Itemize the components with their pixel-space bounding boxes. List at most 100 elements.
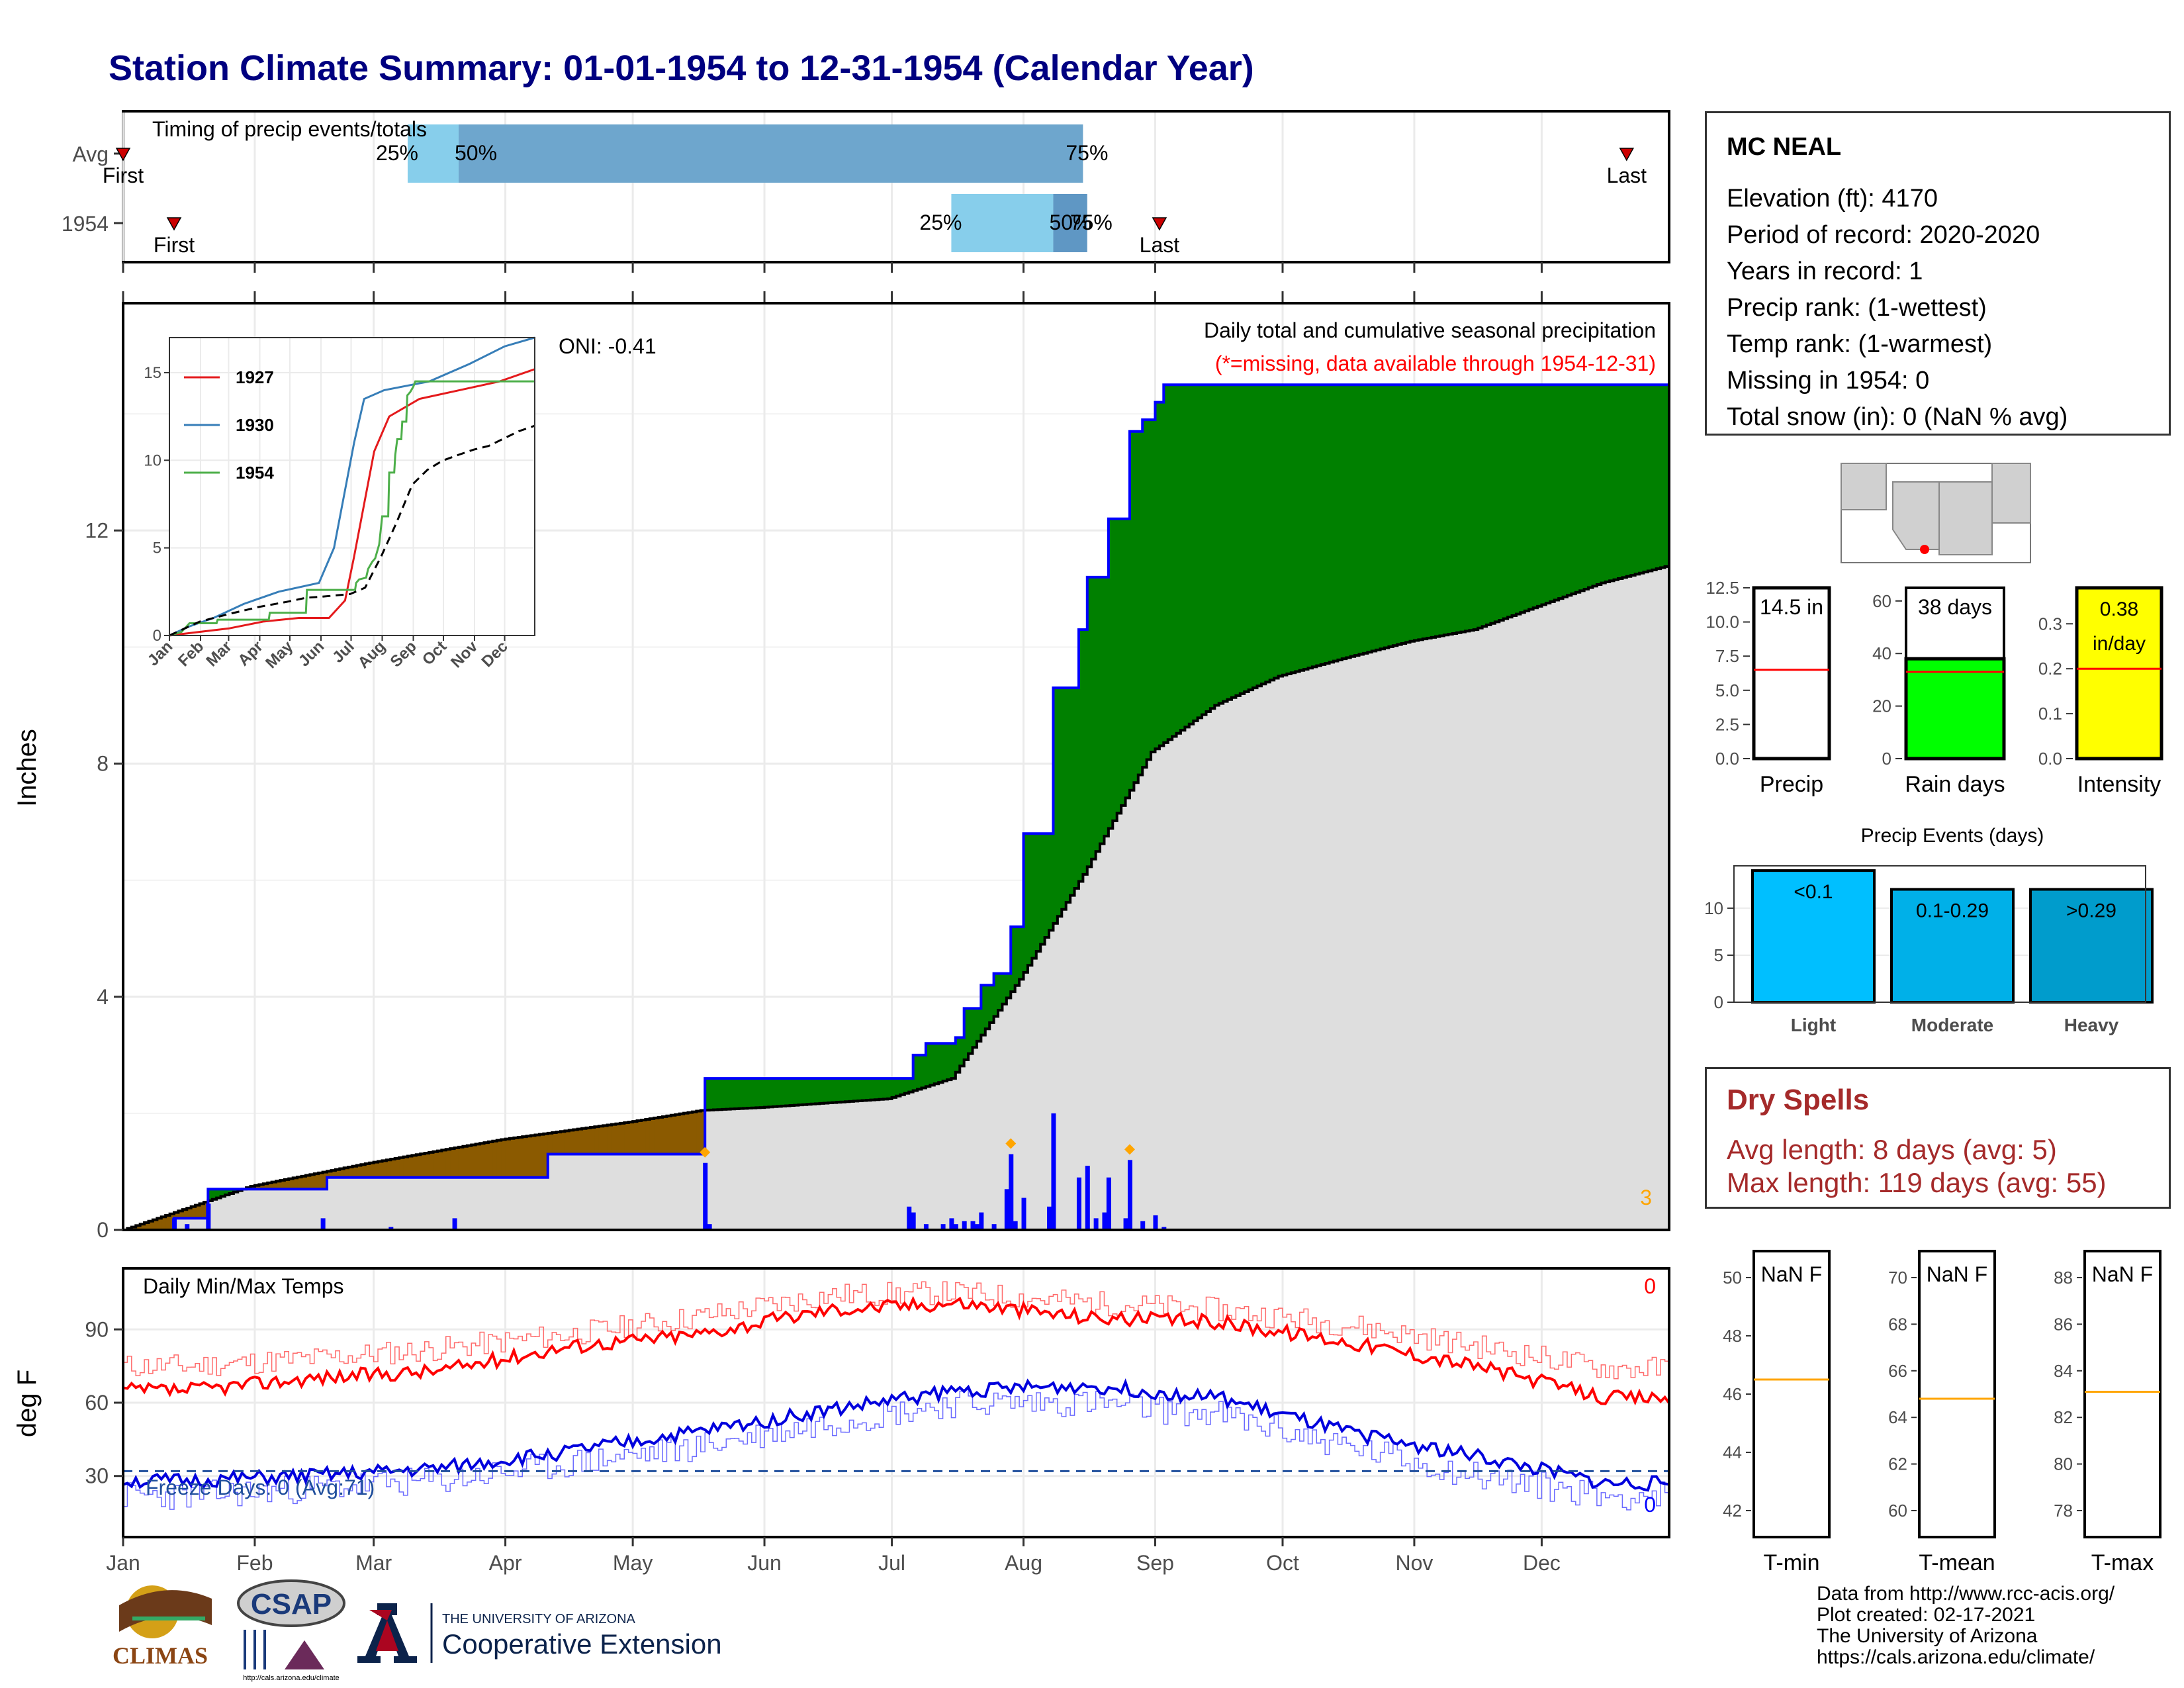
daily-precip-bar	[703, 1162, 708, 1230]
surplus-area	[1100, 577, 1105, 844]
precip-events-frame	[1733, 865, 2146, 1003]
max-temp-line	[122, 1295, 1670, 1406]
surplus-area	[1062, 688, 1067, 910]
surplus-area	[1516, 385, 1521, 614]
surplus-area	[1443, 385, 1449, 635]
timing-pct-75: 75%	[1066, 141, 1108, 165]
summary-bar-label: Precip	[1760, 772, 1823, 797]
precip-y-ticks: 0 4 8 12	[85, 518, 123, 1242]
month-tick-label: Jul	[878, 1551, 905, 1575]
deficit-area	[403, 1156, 408, 1178]
surplus-area	[1129, 431, 1134, 790]
observed-cumulative-line	[123, 383, 1669, 1231]
surplus-area	[1486, 385, 1492, 626]
surplus-area	[1626, 385, 1631, 577]
missing-max-count: 0	[1644, 1274, 1656, 1298]
surplus-area	[976, 1008, 981, 1041]
surplus-area	[1015, 927, 1020, 986]
surplus-area	[934, 1043, 939, 1084]
credit-url: https://cals.arizona.edu/climate/	[1817, 1646, 2095, 1668]
surplus-area	[964, 1008, 969, 1060]
inset-y-tick-label: 0	[153, 627, 161, 645]
temp-bar-label: T-mean	[1919, 1550, 1995, 1575]
deficit-area	[662, 1116, 668, 1154]
temp-bar-label: T-max	[2091, 1550, 2154, 1575]
temp-bar-y-tick-label: 50	[1723, 1268, 1742, 1288]
surplus-area	[1291, 385, 1296, 673]
surplus-area	[1295, 385, 1300, 672]
deficit-area	[628, 1122, 633, 1154]
csap-logo-url: http://cals.arizona.edu/climate	[243, 1674, 340, 1682]
surplus-area	[1592, 385, 1598, 586]
surplus-area	[1206, 385, 1211, 712]
surplus-area	[1545, 385, 1551, 604]
missing-min-count: 0	[1644, 1493, 1656, 1517]
surplus-area	[1053, 688, 1058, 923]
precip-areas	[123, 383, 1670, 1231]
surplus-area	[790, 1078, 795, 1106]
surplus-area	[781, 1078, 786, 1106]
daily-precip-bar	[1161, 1227, 1167, 1230]
surplus-area	[1367, 385, 1373, 653]
surplus-area	[1465, 385, 1470, 632]
daily-precip-bar	[452, 1218, 457, 1230]
surplus-area	[1283, 385, 1288, 675]
daily-precip-marker	[1005, 1138, 1017, 1149]
surplus-area	[1011, 927, 1016, 992]
daily-precip-bar	[923, 1224, 929, 1230]
surplus-area	[1647, 385, 1653, 571]
daily-precip-bar	[962, 1221, 967, 1230]
deficit-area	[480, 1143, 485, 1178]
surplus-area	[1452, 385, 1457, 633]
station-precip-rank: Precip rank: (1-wettest)	[1727, 294, 1987, 322]
precip-panel-title: Daily total and cumulative seasonal prec…	[1204, 318, 1656, 342]
surplus-area	[1410, 385, 1415, 641]
missing-count: 3	[1640, 1186, 1652, 1209]
surplus-area	[756, 1078, 761, 1108]
deficit-area	[348, 1167, 353, 1178]
deficit-area	[463, 1146, 468, 1178]
deficit-area	[543, 1133, 549, 1178]
summary-y-tick-label: 5.0	[1715, 680, 1739, 700]
surplus-area	[721, 1078, 727, 1109]
surplus-area	[1508, 385, 1513, 618]
precip-event-bar	[2029, 888, 2154, 1004]
surplus-area	[764, 1078, 770, 1107]
deficit-area	[467, 1145, 472, 1178]
surplus-area	[930, 1043, 935, 1086]
surplus-area	[1622, 385, 1627, 578]
surplus-area	[1070, 688, 1075, 896]
daily-precip-bar	[1127, 1160, 1132, 1230]
deficit-area	[654, 1117, 659, 1154]
surplus-area	[751, 1078, 756, 1108]
surplus-area	[1533, 385, 1538, 608]
daily-precip-bar	[949, 1218, 954, 1230]
temp-y-tick-label: 60	[85, 1391, 109, 1415]
surplus-area	[862, 1078, 867, 1101]
deficit-area	[619, 1123, 625, 1154]
surplus-area	[1044, 833, 1050, 937]
deficit-area	[373, 1162, 379, 1178]
temp-bar-y-tick-label: 46	[1723, 1384, 1742, 1404]
temp-bar-y-tick-label: 70	[1888, 1268, 1907, 1288]
deficit-area	[450, 1149, 455, 1178]
surplus-area	[1074, 688, 1079, 889]
surplus-area	[1422, 385, 1428, 639]
surplus-area	[229, 1189, 234, 1194]
surplus-area	[1146, 420, 1152, 760]
surplus-area	[1057, 688, 1062, 917]
daily-precip-bar	[320, 1218, 326, 1230]
deficit-area	[254, 1185, 259, 1190]
precip-events-chart: Precip Events (days) 0 5 10 <0.1 Light 0.1-0…	[1704, 825, 2154, 1035]
climas-logo-text: CLIMAS	[113, 1642, 208, 1669]
surplus-area	[815, 1078, 821, 1104]
month-tick-label: Feb	[236, 1551, 273, 1575]
surplus-area	[960, 1037, 965, 1066]
temp-bar-frame	[1918, 1250, 1996, 1538]
station-snow: Total snow (in): 0 (NaN % avg)	[1727, 403, 2068, 431]
daily-precip-marker	[700, 1147, 711, 1158]
deficit-area	[340, 1168, 345, 1178]
surplus-area	[1614, 385, 1619, 580]
surplus-area	[726, 1078, 731, 1109]
deficit-area	[458, 1147, 464, 1178]
